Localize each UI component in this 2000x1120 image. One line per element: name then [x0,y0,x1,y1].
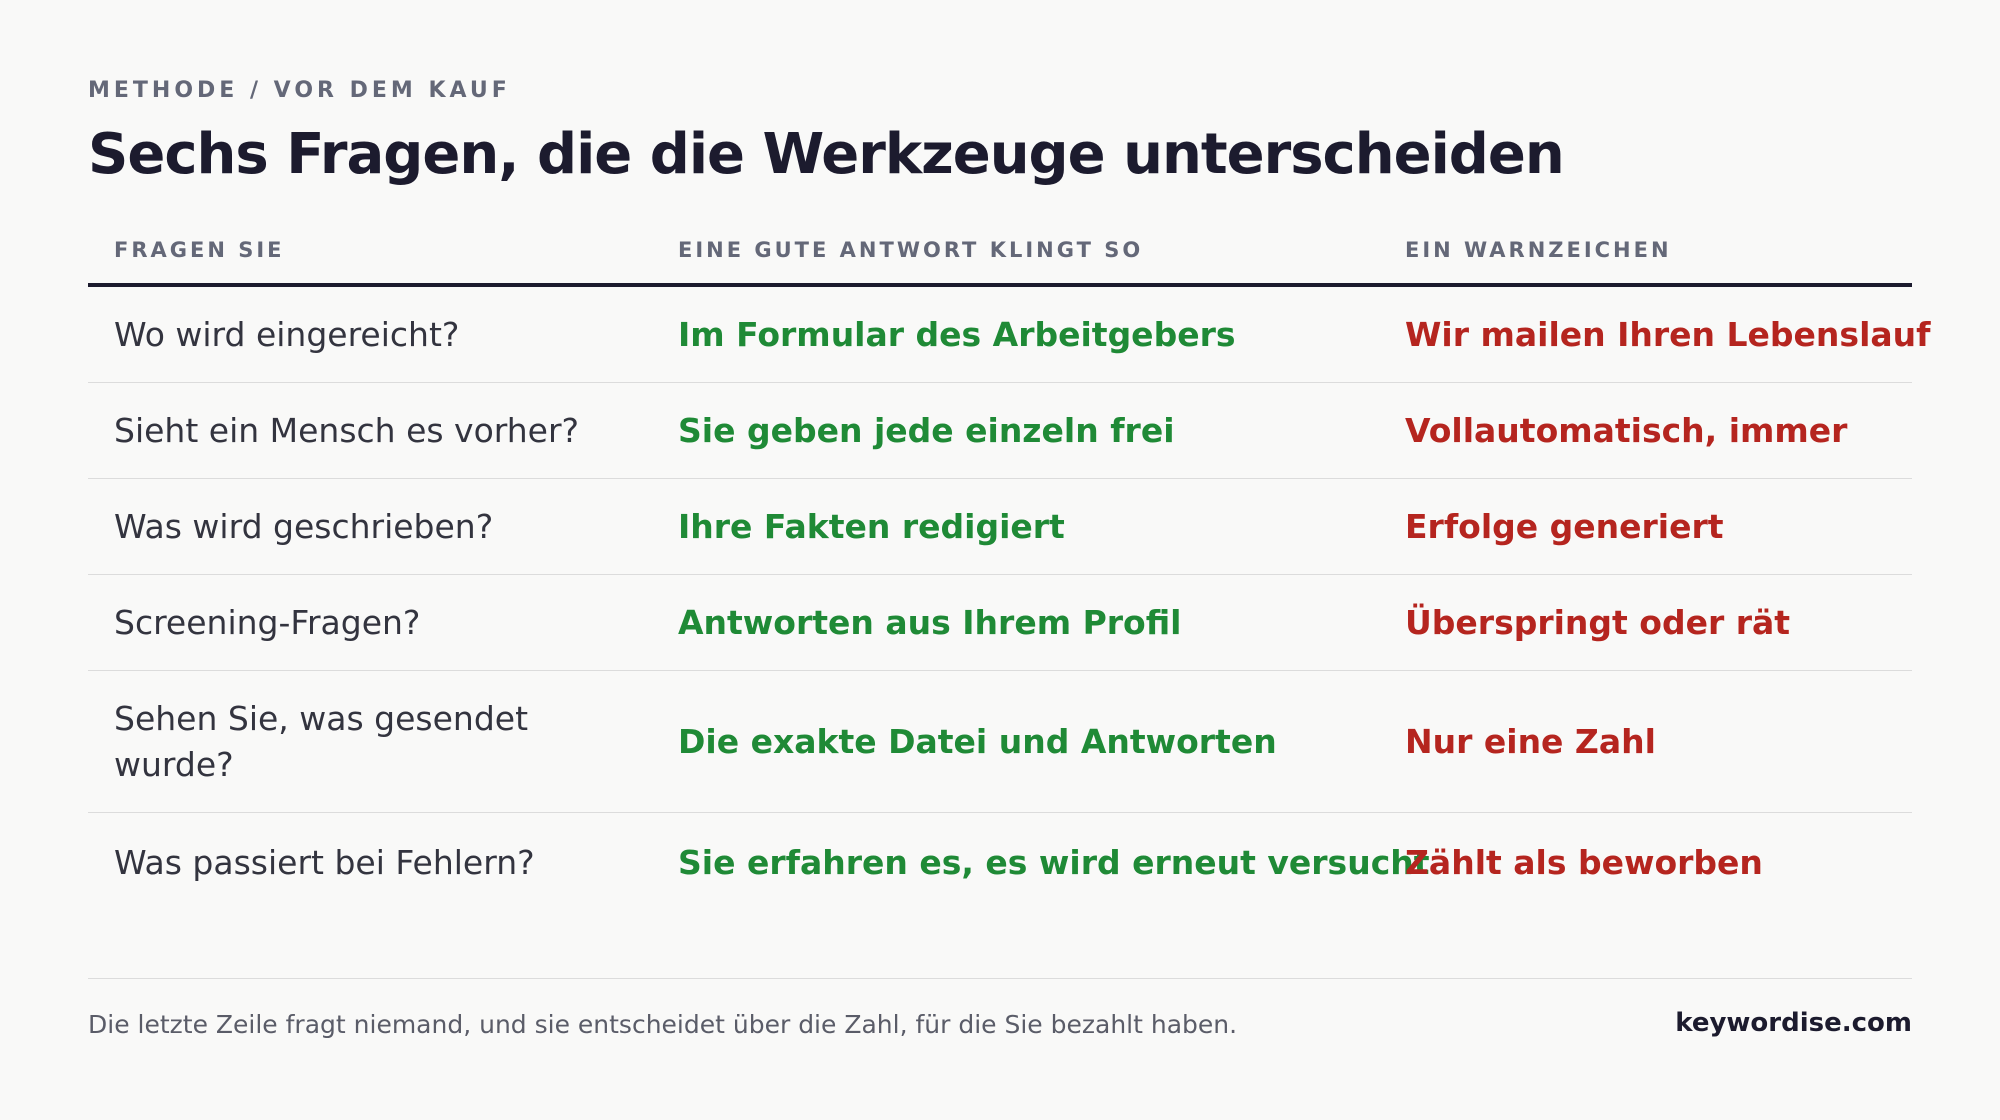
question-cell: Sehen Sie, was gesendet wurde? [114,698,529,784]
column-header-good-answer: EINE GUTE ANTWORT KLINGT SO [678,238,1144,262]
table-row: Screening-Fragen? Antworten aus Ihrem Pr… [88,575,1912,671]
table-row: Was wird geschrieben? Ihre Fakten redigi… [88,479,1912,575]
good-answer-cell: Antworten aus Ihrem Profil [678,602,1182,642]
question-cell: Screening-Fragen? [114,602,421,642]
good-answer-cell: Im Formular des Arbeitgebers [678,314,1236,354]
eyebrow-label: METHODE / VOR DEM KAUF [88,78,511,103]
warning-cell: Erfolge generiert [1405,506,1724,546]
footer-divider [88,978,1912,979]
question-cell: Wo wird eingereicht? [114,314,460,354]
warning-cell: Nur eine Zahl [1405,721,1656,761]
table-row: Was passiert bei Fehlern? Sie erfahren e… [88,813,1912,913]
good-answer-cell: Ihre Fakten redigiert [678,506,1065,546]
table-row: Sehen Sie, was gesendet wurde? Die exakt… [88,671,1912,813]
footer-note: Die letzte Zeile fragt niemand, und sie … [88,1010,1238,1039]
page-title: Sechs Fragen, die die Werkzeuge untersch… [88,122,1565,187]
comparison-table: FRAGEN SIE EINE GUTE ANTWORT KLINGT SO E… [88,228,1931,913]
warning-cell: Vollautomatisch, immer [1405,410,1848,450]
table-row: Wo wird eingereicht? Im Formular des Arb… [88,287,1931,383]
page: METHODE / VOR DEM KAUF Sechs Fragen, die… [88,0,1931,1120]
column-header-warning: EIN WARNZEICHEN [1405,238,1672,262]
table-header: FRAGEN SIE EINE GUTE ANTWORT KLINGT SO E… [88,228,1912,287]
good-answer-cell: Die exakte Datei und Antworten [678,721,1277,761]
table-row: Sieht ein Mensch es vorher? Sie geben je… [88,383,1912,479]
warning-cell: Zählt als beworben [1405,843,1763,882]
warning-cell: Überspringt oder rät [1405,602,1791,642]
column-header-question: FRAGEN SIE [114,238,285,262]
question-cell: Was passiert bei Fehlern? [114,843,535,882]
brand-link[interactable]: keywordise.com [1675,1008,1912,1038]
question-cell: Was wird geschrieben? [114,506,494,546]
good-answer-cell: Sie erfahren es, es wird erneut versucht [678,843,1430,882]
warning-cell: Wir mailen Ihren Lebenslauf [1405,314,1931,354]
question-cell: Sieht ein Mensch es vorher? [114,410,580,450]
good-answer-cell: Sie geben jede einzeln frei [678,410,1175,450]
